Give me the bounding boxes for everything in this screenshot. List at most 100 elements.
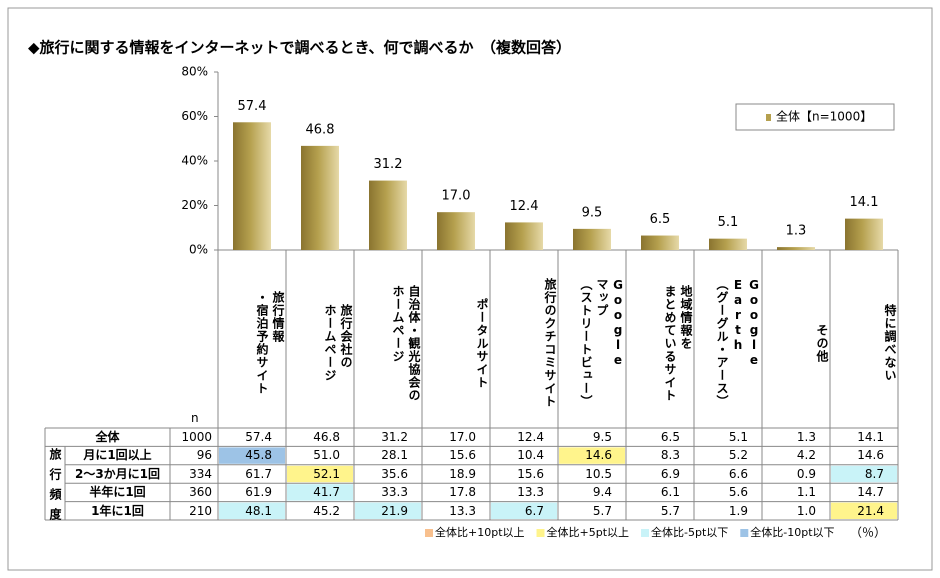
value-label: 46.8 <box>306 122 335 137</box>
cell: 14.1 <box>857 430 884 444</box>
cell: 8.3 <box>660 448 680 463</box>
row-label: 全体 <box>95 430 120 444</box>
bar <box>505 222 543 250</box>
value-label: 57.4 <box>238 99 267 114</box>
value-label: 12.4 <box>510 199 539 214</box>
value-label: 31.2 <box>374 157 403 172</box>
value-label: 6.5 <box>650 212 671 227</box>
category-label: 特に調べない <box>883 304 897 382</box>
cell: 1.0 <box>796 503 816 518</box>
cell: 13.3 <box>449 503 476 518</box>
y-tick-label: 60% <box>181 109 208 123</box>
cell: 6.6 <box>728 466 748 481</box>
row-n: 360 <box>189 485 212 500</box>
bar <box>709 238 747 250</box>
cell: 17.0 <box>449 430 476 444</box>
cell: 14.7 <box>857 485 884 500</box>
cell: 18.9 <box>449 466 476 481</box>
cell: 61.9 <box>245 485 272 500</box>
cell: 5.7 <box>660 503 680 518</box>
category-label: その他 <box>815 323 829 363</box>
cell: 1.3 <box>796 430 816 444</box>
cell: 48.1 <box>245 503 272 518</box>
row-n: 334 <box>189 466 212 481</box>
bar <box>233 122 271 250</box>
frame <box>7 7 933 571</box>
y-tick-label: 40% <box>181 154 208 168</box>
n-header: n <box>191 411 199 425</box>
cell-highlight <box>831 465 897 483</box>
category-label: ポータルサイト <box>475 297 489 389</box>
y-tick-label: 20% <box>181 198 208 212</box>
bar <box>641 235 679 250</box>
row-n: 96 <box>196 448 212 463</box>
row-label: 半年に1回 <box>89 485 146 500</box>
bar <box>845 218 883 250</box>
category-label: Google マップ （ストリートビュー） <box>579 278 625 408</box>
row-label: 2～3か月に1回 <box>74 466 161 481</box>
cell: 21.9 <box>381 503 408 518</box>
cell: 57.4 <box>245 430 272 444</box>
cell: 41.7 <box>313 485 340 500</box>
cell: 33.3 <box>381 485 408 500</box>
cell: 45.2 <box>313 503 340 518</box>
legend-swatch <box>641 529 650 537</box>
cell: 21.4 <box>857 503 884 518</box>
cell-highlight <box>559 447 625 464</box>
bar <box>573 228 611 250</box>
value-label: 5.1 <box>718 215 739 230</box>
cell: 1.9 <box>728 503 748 518</box>
cell-highlight <box>355 502 421 519</box>
cell: 8.7 <box>864 466 884 481</box>
cell: 52.1 <box>313 466 340 481</box>
cell-highlight <box>491 502 557 519</box>
cell: 17.8 <box>449 485 476 500</box>
bar <box>777 247 815 250</box>
cell: 35.6 <box>381 466 408 481</box>
cell: 15.6 <box>517 466 544 481</box>
category-label: 地域情報を まとめているサイト <box>663 284 693 402</box>
row-n: 210 <box>189 503 212 518</box>
legend-label: 全体比-10pt以下 <box>750 525 834 539</box>
legend-swatch <box>536 529 545 537</box>
bar <box>369 180 407 250</box>
category-label: Google Earth （グーグル・アース） <box>715 278 761 408</box>
category-label: 旅行会社の ホームページ <box>323 304 353 382</box>
cell: 10.4 <box>517 448 544 463</box>
category-label: 旅行情報 ・宿泊予約サイト <box>255 291 285 395</box>
bar <box>437 212 475 250</box>
y-tick-label: 80% <box>181 65 208 79</box>
chart-title: ◆旅行に関する情報をインターネットで調べるとき、何で調べるか （複数回答） <box>28 39 571 57</box>
cell: 9.5 <box>592 430 612 444</box>
cell: 5.6 <box>728 485 748 500</box>
cell-highlight <box>831 502 897 519</box>
category-label: 自治体・観光協会の ホームページ <box>391 284 421 402</box>
category-label: 旅行のクチコミサイト <box>543 278 557 408</box>
cell: 5.2 <box>728 448 748 463</box>
y-tick-label: 0% <box>189 243 208 257</box>
row-label: 月に1回以上 <box>83 448 152 463</box>
cell: 51.0 <box>313 448 340 463</box>
cell: 9.4 <box>592 485 612 500</box>
legend-swatch <box>740 529 749 537</box>
cell: 28.1 <box>381 448 408 463</box>
cell: 4.2 <box>796 448 816 463</box>
cell-highlight <box>287 465 353 483</box>
legend-label: 全体比+5pt以上 <box>547 525 630 539</box>
cell: 1.1 <box>796 485 816 500</box>
cell: 5.1 <box>728 430 748 444</box>
cell: 6.9 <box>660 466 680 481</box>
legend-label: 全体比+10pt以上 <box>435 525 525 539</box>
legend-box <box>735 103 895 131</box>
unit-label: （％） <box>850 526 886 540</box>
legend-swatch <box>425 529 433 537</box>
cell: 15.6 <box>449 448 476 463</box>
legend-label: 全体比-5pt以下 <box>651 525 728 539</box>
value-label: 14.1 <box>850 195 879 210</box>
cell: 0.9 <box>796 466 816 481</box>
cell: 12.4 <box>517 430 544 444</box>
bar <box>301 145 339 250</box>
cell: 5.7 <box>592 503 612 518</box>
cell: 13.3 <box>517 485 544 500</box>
